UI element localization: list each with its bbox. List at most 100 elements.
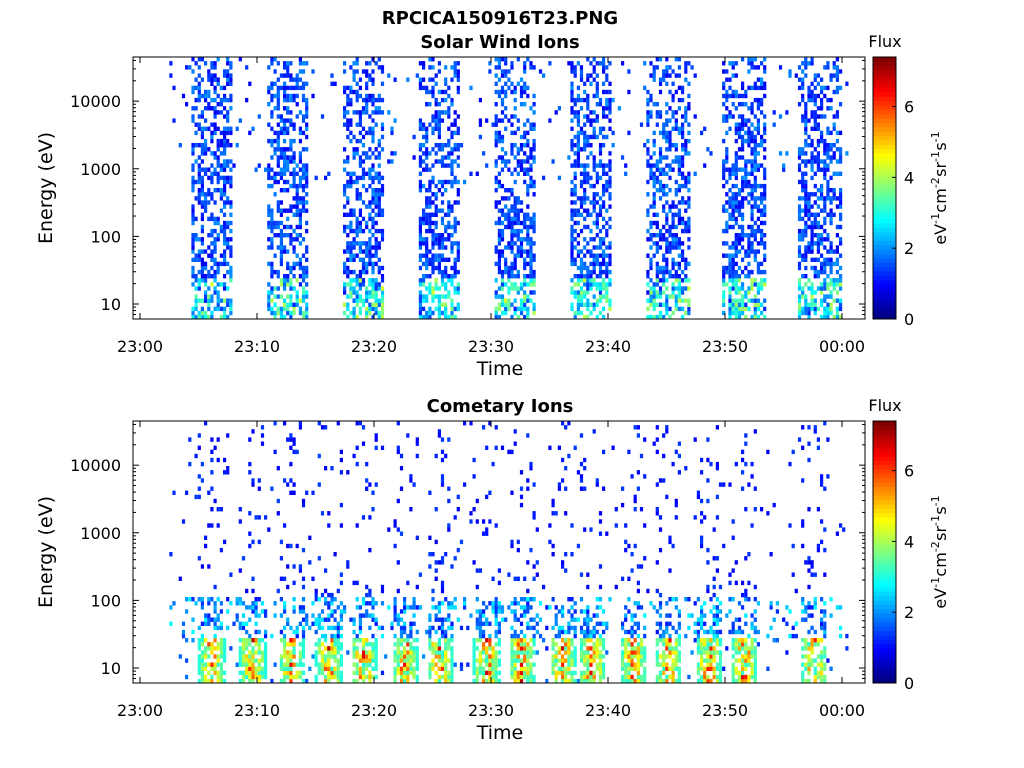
heatmap-cell	[826, 126, 830, 131]
heatmap-cell	[434, 613, 438, 618]
heatmap-cell	[816, 220, 820, 226]
heatmap-cell	[813, 114, 817, 119]
colorbar-segment	[873, 100, 896, 106]
heatmap-cell	[646, 122, 650, 127]
heatmap-cell	[646, 151, 650, 156]
heatmap-cell	[197, 163, 201, 168]
heatmap-cell	[301, 269, 306, 275]
heatmap-cell	[406, 662, 410, 667]
heatmap-cell	[257, 163, 261, 168]
heatmap-cell	[409, 662, 413, 667]
heatmap-cell	[677, 188, 681, 193]
heatmap-cell	[412, 613, 416, 618]
heatmap-cell	[504, 196, 508, 201]
heatmap-cell	[725, 147, 729, 152]
heatmap-cell	[573, 73, 577, 78]
heatmap-cell	[835, 138, 839, 144]
heatmap-cell	[475, 171, 479, 176]
heatmap-cell	[226, 237, 230, 242]
heatmap-cell	[592, 134, 596, 140]
heatmap-cell	[608, 89, 612, 95]
heatmap-cell	[823, 175, 827, 181]
colorbar-segment	[873, 105, 896, 110]
heatmap-cell	[513, 253, 517, 258]
heatmap-cell	[658, 151, 663, 156]
heatmap-cell	[437, 188, 441, 193]
heatmap-cell	[216, 658, 220, 663]
heatmap-cell	[216, 220, 220, 226]
heatmap-cell	[741, 85, 745, 91]
heatmap-cell	[415, 437, 419, 442]
heatmap-cell	[731, 208, 735, 213]
heatmap-cell	[677, 253, 681, 258]
heatmap-cell	[301, 175, 306, 181]
heatmap-cell	[652, 298, 656, 303]
heatmap-cell	[573, 69, 577, 74]
heatmap-cell	[422, 654, 426, 659]
colorbar-segment	[873, 301, 896, 307]
heatmap-cell	[286, 670, 290, 676]
heatmap-cell	[747, 233, 751, 238]
heatmap-cell	[181, 93, 186, 99]
heatmap-cell	[418, 233, 422, 238]
heatmap-cell	[523, 122, 527, 127]
heatmap-cell	[418, 245, 422, 250]
heatmap-cell	[200, 224, 204, 230]
heatmap-cell	[832, 155, 836, 160]
heatmap-cell	[810, 228, 814, 234]
heatmap-cell	[409, 670, 413, 676]
heatmap-cell	[731, 302, 735, 307]
heatmap-cell	[431, 89, 435, 95]
heatmap-cell	[595, 73, 599, 78]
heatmap-cell	[507, 298, 511, 303]
heatmap-cell	[826, 249, 830, 254]
heatmap-cell	[652, 306, 656, 312]
heatmap-cell	[611, 143, 615, 148]
heatmap-cell	[447, 278, 451, 283]
heatmap-cell	[456, 143, 460, 148]
heatmap-cell	[425, 245, 429, 250]
heatmap-cell	[510, 245, 514, 250]
heatmap-cell	[725, 224, 729, 230]
heatmap-cell	[456, 155, 460, 160]
heatmap-cell	[643, 143, 647, 148]
heatmap-cell	[753, 237, 757, 242]
heatmap-cell	[371, 633, 375, 639]
heatmap-cell	[295, 629, 299, 635]
heatmap-cell	[839, 253, 843, 258]
heatmap-cell	[283, 151, 287, 156]
heatmap-cell	[286, 65, 290, 70]
heatmap-cell	[422, 126, 426, 131]
heatmap-cell	[349, 171, 353, 176]
heatmap-cell	[437, 118, 441, 123]
heatmap-cell	[273, 57, 277, 62]
heatmap-cell	[422, 261, 426, 267]
heatmap-cell	[510, 151, 514, 156]
heatmap-cell	[352, 306, 356, 312]
heatmap-cell	[213, 278, 217, 283]
heatmap-cell	[750, 204, 754, 209]
heatmap-cell	[497, 183, 501, 189]
heatmap-cell	[355, 179, 359, 185]
heatmap-cell	[750, 134, 754, 140]
heatmap-cell	[305, 134, 309, 140]
heatmap-cell	[377, 143, 381, 148]
heatmap-cell	[393, 617, 397, 622]
heatmap-cell	[270, 298, 274, 303]
heatmap-cell	[181, 519, 186, 524]
heatmap-cell	[649, 245, 653, 250]
heatmap-cell	[586, 118, 590, 123]
heatmap-cell	[223, 192, 227, 197]
heatmap-cell	[687, 151, 691, 156]
heatmap-cell	[801, 253, 805, 258]
heatmap-cell	[677, 286, 681, 291]
heatmap-cell	[352, 228, 356, 234]
heatmap-cell	[368, 670, 372, 676]
heatmap-cell	[346, 249, 350, 254]
heatmap-cell	[444, 212, 448, 217]
heatmap-cell	[289, 143, 293, 148]
heatmap-cell	[510, 224, 514, 230]
heatmap-cell	[361, 69, 366, 74]
heatmap-cell	[516, 57, 520, 62]
heatmap-cell	[365, 290, 369, 295]
